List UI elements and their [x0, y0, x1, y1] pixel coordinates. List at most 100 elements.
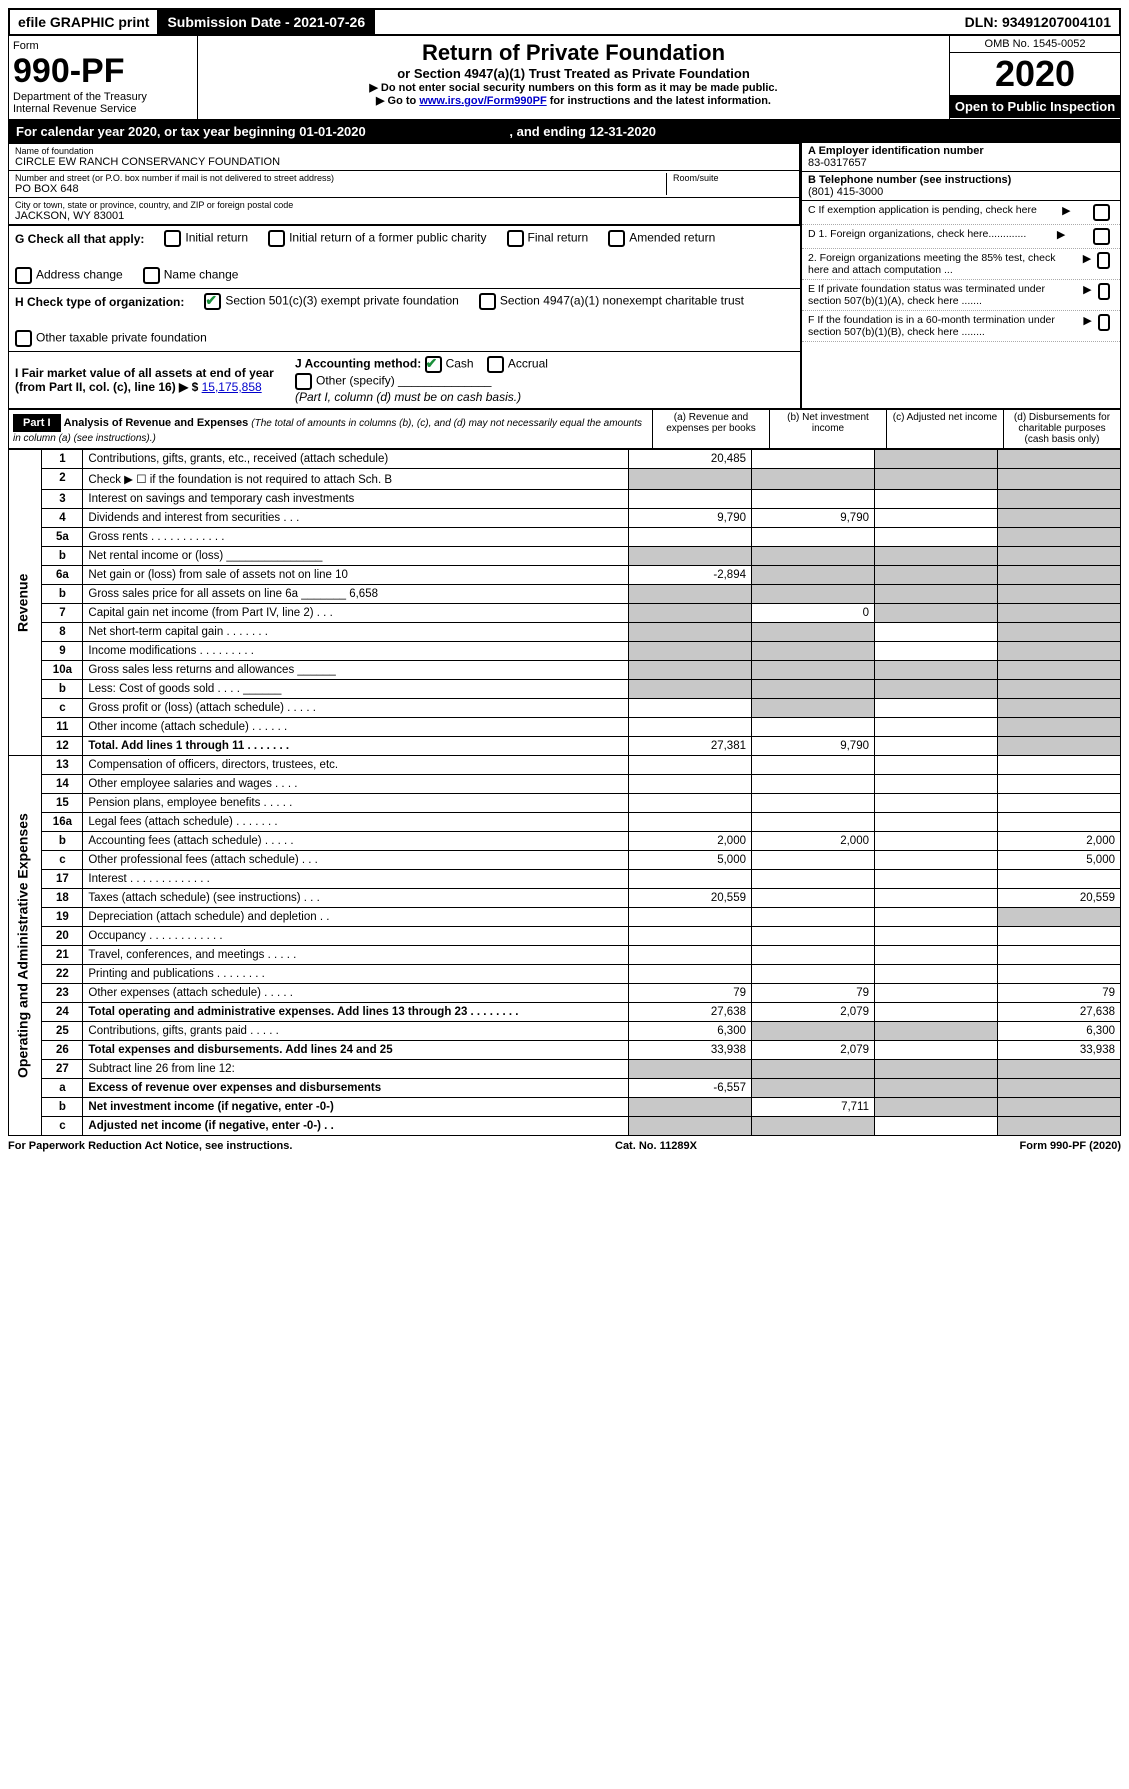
- j-other-checkbox[interactable]: [295, 373, 312, 390]
- col-a-value: 5,000: [629, 851, 752, 870]
- g-final-return-checkbox[interactable]: [507, 230, 524, 247]
- line-description: Net rental income or (loss) ____________…: [83, 547, 629, 566]
- table-row: 26Total expenses and disbursements. Add …: [9, 1041, 1121, 1060]
- g-initial-former-checkbox[interactable]: [268, 230, 285, 247]
- line-description: Taxes (attach schedule) (see instruction…: [83, 889, 629, 908]
- col-d-value: [998, 718, 1121, 737]
- col-b-value: [752, 965, 875, 984]
- line-number: 2: [42, 469, 83, 490]
- table-row: bNet investment income (if negative, ent…: [9, 1098, 1121, 1117]
- g-address-change-checkbox[interactable]: [15, 267, 32, 284]
- line-description: Legal fees (attach schedule) . . . . . .…: [83, 813, 629, 832]
- col-d-value: [998, 509, 1121, 528]
- col-a-value: [629, 642, 752, 661]
- part1-tag: Part I: [13, 414, 61, 432]
- line-number: 17: [42, 870, 83, 889]
- arrow-icon: [1059, 204, 1070, 221]
- col-c-value: [875, 775, 998, 794]
- col-b-value: [752, 661, 875, 680]
- line-description: Other employee salaries and wages . . . …: [83, 775, 629, 794]
- line-number: 7: [42, 604, 83, 623]
- tax-year: 2020: [950, 53, 1120, 95]
- col-c-header: (c) Adjusted net income: [886, 410, 1003, 448]
- col-a-value: [629, 623, 752, 642]
- e-checkbox[interactable]: [1098, 283, 1110, 300]
- line-description: Less: Cost of goods sold . . . . ______: [83, 680, 629, 699]
- col-c-value: [875, 870, 998, 889]
- table-row: bAccounting fees (attach schedule) . . .…: [9, 832, 1121, 851]
- col-a-value: [629, 661, 752, 680]
- d2-checkbox[interactable]: [1097, 252, 1110, 269]
- right-side-boxes: A Employer identification number 83-0317…: [801, 143, 1121, 409]
- col-a-value: [629, 756, 752, 775]
- section-g: G Check all that apply: Initial return I…: [8, 226, 801, 289]
- d1-checkbox[interactable]: [1093, 228, 1110, 245]
- g-amended-return-checkbox[interactable]: [608, 230, 625, 247]
- table-row: bGross sales price for all assets on lin…: [9, 585, 1121, 604]
- line-number: c: [42, 1117, 83, 1136]
- line-description: Net investment income (if negative, ente…: [83, 1098, 629, 1117]
- line-number: 19: [42, 908, 83, 927]
- col-c-value: [875, 794, 998, 813]
- col-a-value: [629, 699, 752, 718]
- col-a-value: [629, 1060, 752, 1079]
- table-row: cAdjusted net income (if negative, enter…: [9, 1117, 1121, 1136]
- col-a-header: (a) Revenue and expenses per books: [652, 410, 769, 448]
- form990pf-link[interactable]: www.irs.gov/Form990PF: [419, 95, 546, 107]
- name-label: Name of foundation: [15, 146, 793, 156]
- table-row: 19Depreciation (attach schedule) and dep…: [9, 908, 1121, 927]
- col-d-value: [998, 756, 1121, 775]
- c-label: C If exemption application is pending, c…: [808, 204, 1037, 221]
- col-d-value: 79: [998, 984, 1121, 1003]
- col-b-value: 0: [752, 604, 875, 623]
- c-checkbox[interactable]: [1093, 204, 1110, 221]
- line-description: Net short-term capital gain . . . . . . …: [83, 623, 629, 642]
- col-c-value: [875, 1022, 998, 1041]
- col-a-value: 6,300: [629, 1022, 752, 1041]
- col-b-value: 79: [752, 984, 875, 1003]
- revenue-side-label: Revenue: [9, 450, 42, 756]
- line-number: 24: [42, 1003, 83, 1022]
- table-row: bLess: Cost of goods sold . . . . ______: [9, 680, 1121, 699]
- line-description: Other income (attach schedule) . . . . .…: [83, 718, 629, 737]
- col-b-value: 9,790: [752, 737, 875, 756]
- line-description: Excess of revenue over expenses and disb…: [83, 1079, 629, 1098]
- g-name-change-checkbox[interactable]: [143, 267, 160, 284]
- col-c-value: [875, 1003, 998, 1022]
- h-501c3-checkbox[interactable]: [204, 293, 221, 310]
- j-accrual-checkbox[interactable]: [487, 356, 504, 373]
- h-opt-1: Section 501(c)(3) exempt private foundat…: [225, 294, 458, 308]
- col-d-value: [998, 775, 1121, 794]
- col-b-value: [752, 946, 875, 965]
- col-d-value: [998, 813, 1121, 832]
- col-b-value: [752, 469, 875, 490]
- h-other-checkbox[interactable]: [15, 330, 32, 347]
- h-4947-checkbox[interactable]: [479, 293, 496, 310]
- table-row: bNet rental income or (loss) ___________…: [9, 547, 1121, 566]
- col-a-value: [629, 794, 752, 813]
- col-c-value: [875, 490, 998, 509]
- line-number: b: [42, 1098, 83, 1117]
- fmv-value[interactable]: 15,175,858: [202, 380, 262, 394]
- col-b-value: [752, 813, 875, 832]
- col-a-value: [629, 585, 752, 604]
- form-word: Form: [13, 40, 193, 52]
- col-c-value: [875, 1098, 998, 1117]
- omb-number: OMB No. 1545-0052: [950, 36, 1120, 53]
- section-h: H Check type of organization: Section 50…: [8, 289, 801, 352]
- j-cash-checkbox[interactable]: [425, 356, 442, 373]
- table-row: 23Other expenses (attach schedule) . . .…: [9, 984, 1121, 1003]
- line-description: Pension plans, employee benefits . . . .…: [83, 794, 629, 813]
- part1-title: Analysis of Revenue and Expenses: [64, 417, 249, 429]
- line-description: Dividends and interest from securities .…: [83, 509, 629, 528]
- g-initial-return-checkbox[interactable]: [164, 230, 181, 247]
- col-c-value: [875, 547, 998, 566]
- form-header: Form 990-PF Department of the Treasury I…: [8, 36, 1121, 120]
- col-c-value: [875, 718, 998, 737]
- line-description: Total. Add lines 1 through 11 . . . . . …: [83, 737, 629, 756]
- line-number: 3: [42, 490, 83, 509]
- f-checkbox[interactable]: [1098, 314, 1110, 331]
- col-c-value: [875, 1117, 998, 1136]
- col-d-value: [998, 699, 1121, 718]
- footer-right: Form 990-PF (2020): [1020, 1140, 1121, 1152]
